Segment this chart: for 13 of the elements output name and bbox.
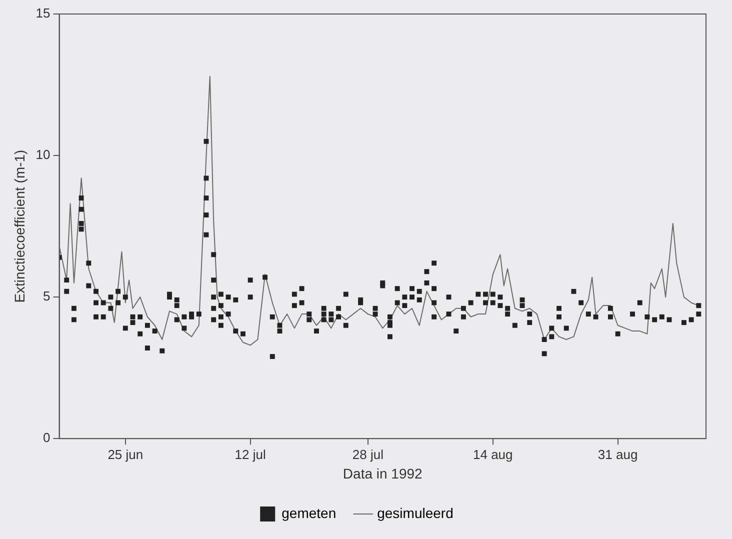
x-tick-label: 12 jul (234, 446, 266, 462)
y-tick-label: 0 (43, 430, 50, 446)
y-tick-label: 5 (43, 288, 50, 304)
y-axis-title: Extinctiecoefficient (m-1) (11, 150, 28, 303)
x-tick-label: 31 aug (598, 446, 638, 462)
legend-label: gemeten (282, 504, 336, 521)
x-tick-label: 28 jul (352, 446, 384, 462)
y-tick-label: 15 (36, 6, 50, 21)
legend-label: gesimuleerd (377, 504, 454, 521)
x-tick-label: 14 aug (472, 446, 513, 462)
x-axis-title: Data in 1992 (342, 465, 423, 482)
y-tick-label: 10 (36, 147, 50, 162)
x-tick-label: 25 jun (108, 446, 144, 462)
